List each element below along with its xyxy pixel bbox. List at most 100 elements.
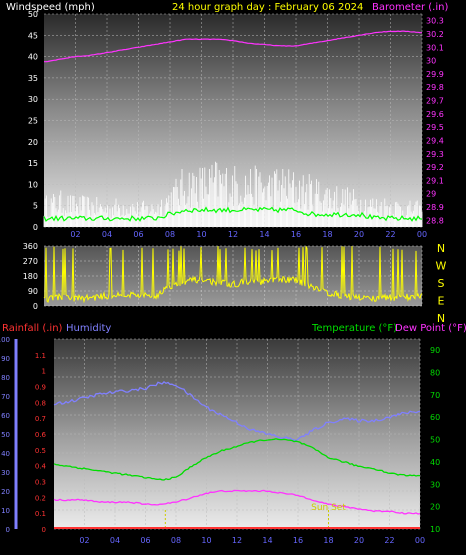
humidity-y-tick: 0 [6,526,10,534]
barometer-y-ticks: 28.8 28.9 29 29.1 29.2 29.3 29.4 29.5 29.6 29.7 29… [426,17,444,226]
humidity-title: Humidity [66,323,111,334]
barometer-y-tick: 29.7 [426,97,444,106]
wind-y-tick: 20 [28,138,38,147]
direction-y-tick: 180 [23,272,38,281]
wind-x-ticks: 02 04 06 08 10 12 14 16 18 20 22 00 [70,230,427,239]
barometer-y-tick: 30.1 [426,43,444,52]
rainfall-y-tick: 1 [42,368,46,376]
temp-lines [53,381,421,529]
temp-x-tick: 18 [323,536,333,545]
temperature-y-ticks: 10 20 30 40 50 60 70 80 90 [430,346,440,534]
barometer-y-tick: 29.3 [426,150,444,159]
temp-grid [54,338,421,530]
compass-label: W [436,260,447,273]
wind-y-tick: 45 [28,31,38,40]
temp-x-tick: 12 [232,536,242,545]
humidity-y-tick: 60 [1,412,10,420]
temperature-y-tick: 50 [430,436,440,445]
wind-x-tick: 16 [291,230,301,239]
wind-y-tick: 25 [28,117,38,126]
wind-y-tick: 5 [33,202,38,211]
wind-x-tick: 12 [228,230,238,239]
humidity-y-tick: 10 [1,507,10,515]
temperature-title: Temperature (°F) [311,323,397,334]
humidity-y-tick: 70 [1,393,10,401]
temp-x-tick: 22 [384,536,394,545]
humidity-y-tick: 90 [1,355,10,363]
compass-label: N [437,242,445,255]
rainfall-y-tick: 0.4 [35,463,47,471]
wind-x-tick: 04 [102,230,112,239]
humidity-y-tick: 80 [1,374,10,382]
temp-x-tick: 20 [354,536,364,545]
compass-label: E [438,295,445,308]
temp-x-tick: 16 [293,536,303,545]
direction-y-tick: 360 [23,242,38,251]
barometer-y-tick: 29.1 [426,176,444,185]
barometer-line [44,30,423,63]
humidity-line [53,381,421,442]
rainfall-y-tick: 0.6 [35,431,47,439]
temperature-y-tick: 60 [430,413,440,422]
wind-y-tick: 30 [28,95,38,104]
temperature-y-tick: 20 [430,503,440,512]
wind-x-tick: 10 [196,230,206,239]
wind-x-tick: 00 [417,230,427,239]
barometer-y-tick: 29.6 [426,110,444,119]
wind-y-tick: 40 [28,53,38,62]
wind-x-tick: 20 [354,230,364,239]
wind-x-tick: 14 [259,230,269,239]
humidity-y-tick: 100 [0,336,10,344]
temperature-y-tick: 10 [430,525,440,534]
wind-x-tick: 18 [322,230,332,239]
rainfall-title: Rainfall (.in) [2,323,63,334]
dewpoint-title: Dew Point (°F) [395,323,466,334]
wind-x-tick: 08 [165,230,175,239]
barometer-y-tick: 29.5 [426,123,444,132]
wind-y-tick: 35 [28,74,38,83]
direction-grid [44,245,423,307]
temperature-line [53,438,421,481]
temp-panel: Rainfall (.in) Humidity Temperature (°F)… [0,323,466,545]
compass-label: N [437,312,445,325]
wind-x-tick: 02 [70,230,80,239]
rainfall-y-tick: 0.8 [35,399,46,407]
wind-y-tick: 10 [28,180,38,189]
temp-x-tick: 14 [262,536,272,545]
direction-line [43,246,423,304]
wind-x-tick: 22 [385,230,395,239]
sunset-label: Sun Set [311,503,346,513]
temperature-y-tick: 40 [430,458,440,467]
direction-y-ticks: 0 90 180 270 360 [23,242,38,311]
barometer-y-tick: 30 [426,57,436,66]
wind-y-tick: 50 [28,10,38,19]
rainfall-y-tick: 0.5 [35,447,46,455]
temperature-y-tick: 90 [430,346,440,355]
wind-x-tick: 06 [133,230,143,239]
barometer-y-tick: 30.3 [426,17,444,26]
wind-average-line [43,206,423,222]
humidity-y-tick: 50 [1,431,10,439]
temp-x-ticks: 02 04 06 08 10 12 14 16 18 20 22 00 [79,536,425,545]
barometer-y-tick: 29.9 [426,70,444,79]
temperature-y-tick: 70 [430,391,440,400]
compass-label: S [438,277,445,290]
rainfall-y-ticks: 0 0.1 0.2 0.3 0.4 0.5 0.6 0.7 0.8 0.9 1 1.1 [35,352,47,534]
humidity-y-ticks: 0 10 20 30 40 50 60 70 80 90 100 [0,336,10,534]
direction-y-tick: 270 [23,257,38,266]
humidity-y-tick: 20 [1,488,10,496]
direction-y-tick: 0 [33,302,38,311]
wind-y-tick: 0 [33,223,38,232]
barometer-title: Barometer (.in) [372,2,448,13]
barometer-y-tick: 28.9 [426,203,444,212]
temp-x-tick: 10 [201,536,211,545]
temperature-y-tick: 30 [430,480,440,489]
dewpoint-line [53,489,421,515]
barometer-y-tick: 29.4 [426,136,444,145]
date-title: 24 hour graph day : February 06 2024 [172,2,363,13]
wind-lines [43,30,423,222]
